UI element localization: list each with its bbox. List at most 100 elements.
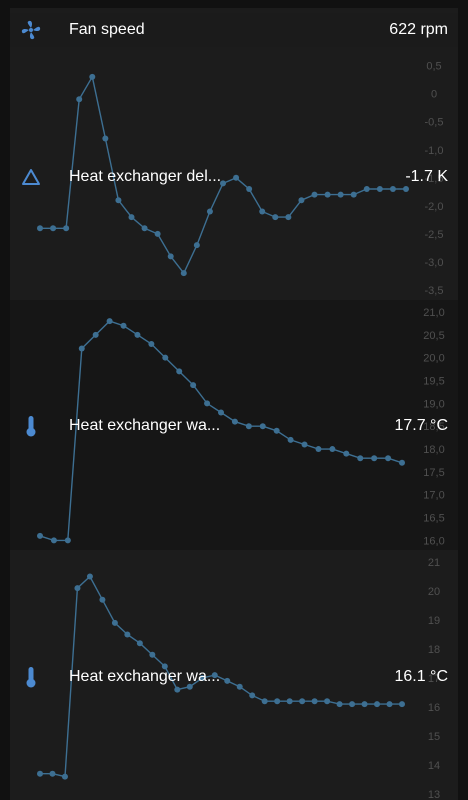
data-point[interactable]	[337, 191, 344, 198]
data-point[interactable]	[374, 701, 381, 708]
y-tick-label: 13	[428, 789, 440, 800]
data-point[interactable]	[190, 382, 197, 389]
data-point[interactable]	[274, 698, 281, 705]
data-point[interactable]	[246, 186, 253, 193]
data-point[interactable]	[361, 701, 368, 708]
data-point[interactable]	[141, 225, 148, 232]
data-point[interactable]	[301, 441, 308, 448]
sensor-name: Fan speed	[69, 21, 145, 38]
data-point[interactable]	[167, 253, 174, 260]
data-point[interactable]	[357, 455, 364, 462]
data-point[interactable]	[285, 214, 292, 221]
data-point[interactable]	[329, 446, 336, 453]
data-point[interactable]	[286, 698, 293, 705]
heat-exchanger-temp-card-2[interactable]: 21 20 19 18 17 16 15 14 13 Heat exchanger wa... …	[10, 550, 458, 800]
data-point[interactable]	[37, 225, 43, 232]
data-point[interactable]	[102, 135, 109, 142]
data-point[interactable]	[315, 446, 322, 453]
heat-exchanger-temp-card-1[interactable]: 21,0 20,5 20,0 19,5 19,0 18,5 18,0 17,5 17,0 16,5…	[10, 300, 458, 550]
data-point[interactable]	[199, 675, 206, 681]
y-tick-label: -0,5	[425, 117, 444, 129]
data-point[interactable]	[86, 573, 93, 580]
data-point[interactable]	[92, 331, 99, 338]
data-point[interactable]	[349, 701, 356, 708]
delta-row[interactable]: Heat exchanger del... -1.7 K	[10, 160, 458, 194]
data-point[interactable]	[259, 423, 266, 430]
fan-speed-row[interactable]: Fan speed 622 rpm	[10, 13, 458, 47]
data-point[interactable]	[311, 191, 318, 198]
data-point[interactable]	[148, 340, 155, 347]
y-tick-label: -2,5	[425, 229, 444, 241]
data-point[interactable]	[136, 640, 143, 647]
data-point[interactable]	[224, 677, 231, 684]
data-point[interactable]	[299, 698, 306, 705]
data-point[interactable]	[180, 270, 187, 277]
data-point[interactable]	[111, 619, 118, 626]
data-point[interactable]	[324, 191, 331, 198]
fan-speed-card[interactable]: Fan speed 622 rpm	[10, 8, 458, 52]
data-point[interactable]	[298, 197, 305, 204]
data-point[interactable]	[89, 73, 96, 80]
data-point[interactable]	[259, 208, 266, 215]
data-point[interactable]	[64, 537, 71, 544]
data-point[interactable]	[399, 701, 405, 708]
data-point[interactable]	[186, 683, 193, 690]
data-point[interactable]	[399, 459, 405, 466]
data-point[interactable]	[128, 214, 135, 221]
data-point[interactable]	[174, 686, 181, 693]
data-point[interactable]	[206, 208, 213, 215]
data-point[interactable]	[74, 585, 81, 592]
heat-exchanger-delta-card[interactable]: 0,5 0 -0,5 -1,0 -1,5 -2,0 -2,5 -3,0 -3,5 Heat ex…	[10, 52, 458, 300]
sensor-value: 622 rpm	[389, 21, 448, 38]
data-point[interactable]	[162, 354, 169, 361]
data-point[interactable]	[149, 651, 156, 658]
y-tick-label: 18,0	[423, 444, 444, 456]
data-point[interactable]	[50, 537, 57, 544]
data-point[interactable]	[233, 174, 240, 181]
data-point[interactable]	[37, 532, 43, 539]
data-point[interactable]	[120, 322, 127, 329]
data-point[interactable]	[385, 455, 392, 462]
data-point[interactable]	[204, 400, 211, 407]
data-point[interactable]	[61, 773, 68, 780]
data-point[interactable]	[78, 345, 85, 352]
data-point[interactable]	[336, 701, 343, 708]
data-point[interactable]	[124, 631, 131, 638]
data-point[interactable]	[50, 225, 57, 232]
data-point[interactable]	[272, 214, 279, 221]
data-point[interactable]	[211, 672, 218, 679]
data-point[interactable]	[261, 698, 268, 705]
data-point[interactable]	[154, 230, 161, 237]
data-point[interactable]	[37, 770, 43, 777]
data-point[interactable]	[403, 186, 409, 193]
data-point[interactable]	[115, 197, 122, 204]
temp-row-1[interactable]: Heat exchanger wa... 17.7 °C	[10, 409, 458, 443]
data-point[interactable]	[249, 692, 256, 699]
temp-row-2[interactable]: Heat exchanger wa... 16.1 °C	[10, 660, 458, 694]
data-point[interactable]	[371, 455, 378, 462]
data-point[interactable]	[343, 450, 350, 457]
data-point[interactable]	[273, 427, 280, 434]
data-point[interactable]	[236, 683, 243, 690]
data-point[interactable]	[324, 698, 331, 705]
data-point[interactable]	[287, 436, 294, 443]
data-point[interactable]	[220, 180, 226, 187]
data-point[interactable]	[363, 186, 370, 193]
data-point[interactable]	[76, 96, 83, 103]
data-point[interactable]	[161, 663, 168, 670]
data-point[interactable]	[99, 596, 106, 603]
data-point[interactable]	[231, 418, 238, 425]
data-point[interactable]	[176, 368, 183, 375]
data-point[interactable]	[193, 242, 200, 249]
data-point[interactable]	[106, 318, 113, 325]
data-point[interactable]	[245, 423, 252, 430]
data-point[interactable]	[63, 225, 70, 232]
data-point[interactable]	[134, 331, 141, 338]
data-point[interactable]	[386, 701, 393, 708]
data-point[interactable]	[218, 409, 224, 416]
data-point[interactable]	[311, 698, 318, 705]
data-point[interactable]	[350, 191, 357, 198]
data-point[interactable]	[49, 770, 56, 777]
data-point[interactable]	[389, 186, 396, 193]
data-point[interactable]	[376, 186, 383, 193]
